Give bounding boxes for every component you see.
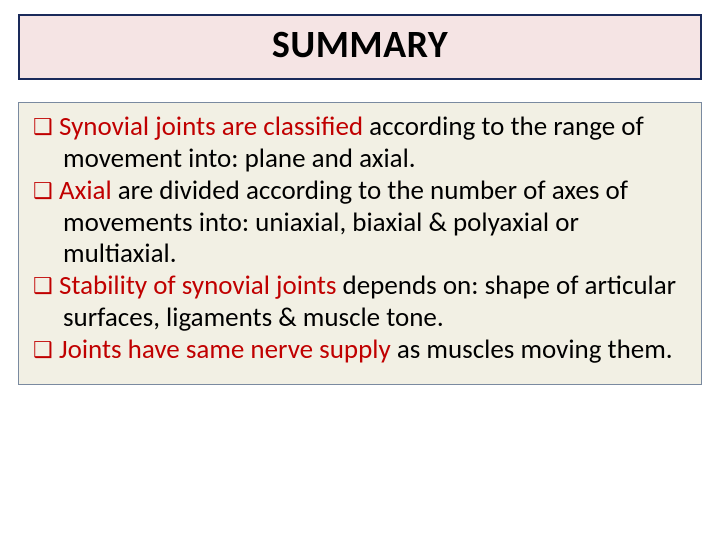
bullet-icon: ❑: [33, 178, 59, 204]
bullet-icon: ❑: [33, 273, 59, 299]
list-item: ❑Axial are divided according to the numb…: [33, 175, 687, 271]
list-item: ❑Joints have same nerve supply as muscle…: [33, 334, 687, 366]
bullet-lead: Joints have same nerve supply: [59, 333, 397, 366]
bullet-lead: Axial: [59, 174, 118, 207]
bullet-lead: Synovial joints are classified: [59, 110, 369, 143]
content-box: ❑Synovial joints are classified accordin…: [18, 102, 702, 385]
bullet-icon: ❑: [33, 337, 59, 363]
bullet-lead: Stability of synovial joints: [59, 269, 343, 302]
list-item: ❑Synovial joints are classified accordin…: [33, 111, 687, 175]
bullet-rest: as muscles moving them.: [397, 333, 673, 366]
bullet-icon: ❑: [33, 114, 59, 140]
title-box: SUMMARY: [18, 14, 702, 80]
page-title: SUMMARY: [20, 22, 700, 68]
list-item: ❑Stability of synovial joints depends on…: [33, 270, 687, 334]
bullet-rest: are divided according to the number of a…: [63, 174, 628, 271]
